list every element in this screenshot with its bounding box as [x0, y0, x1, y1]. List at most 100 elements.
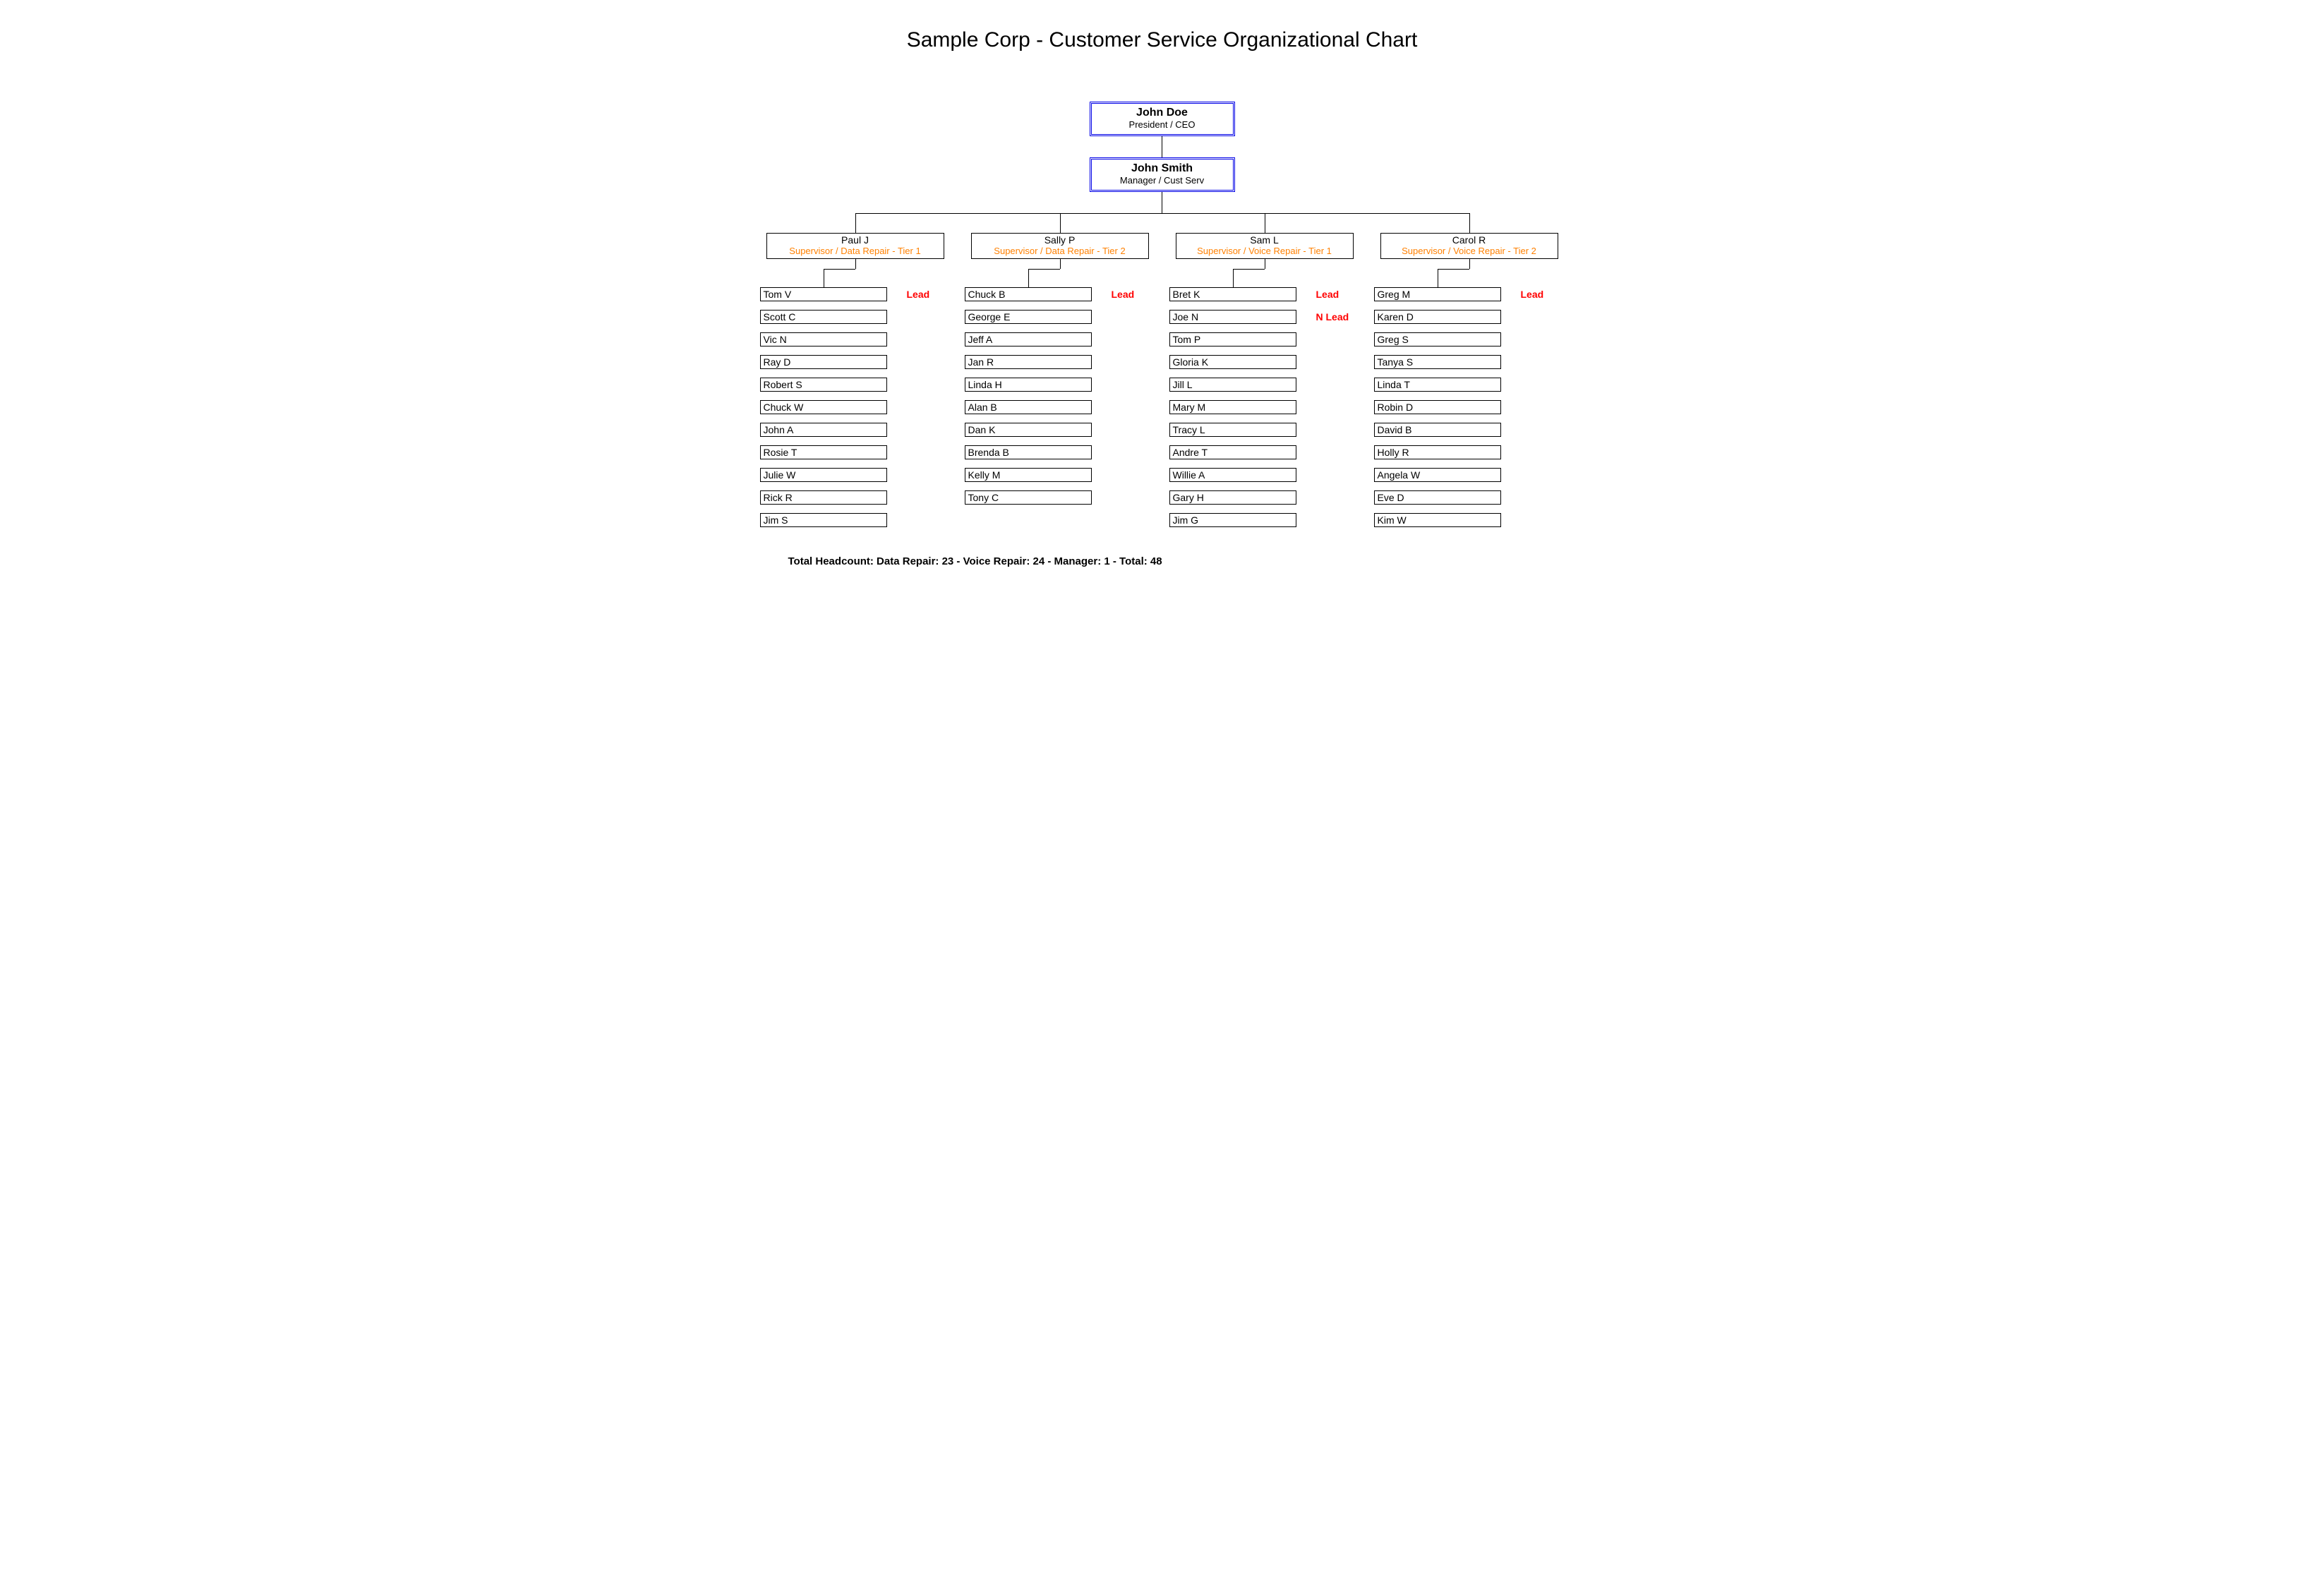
supervisor-name: Paul J: [767, 234, 944, 246]
member-row: Linda T: [1374, 378, 1572, 392]
member-row: Kim W: [1374, 513, 1572, 527]
member-box: Greg M: [1374, 287, 1501, 301]
member-row: John A: [760, 423, 958, 437]
member-box: Eve D: [1374, 490, 1501, 505]
member-row: Rick R: [760, 490, 958, 505]
member-row: Angela W: [1374, 468, 1572, 482]
member-row: Brenda B: [965, 445, 1162, 459]
member-box: Linda T: [1374, 378, 1501, 392]
member-box: Chuck B: [965, 287, 1092, 301]
member-box: Vic N: [760, 332, 887, 346]
member-box: Tony C: [965, 490, 1092, 505]
member-box: Robert S: [760, 378, 887, 392]
member-box: Brenda B: [965, 445, 1092, 459]
member-row: Greg M Lead: [1374, 287, 1572, 301]
supervisor-name: Sally P: [972, 234, 1148, 246]
member-row: Eve D: [1374, 490, 1572, 505]
connector-branch: [972, 259, 1148, 287]
supervisor-role: Supervisor / Voice Repair - Tier 1: [1176, 246, 1353, 256]
member-row: Alan B: [965, 400, 1162, 414]
member-tag: Lead: [1521, 289, 1544, 300]
member-row: Greg S: [1374, 332, 1572, 346]
connector-branch: [767, 259, 944, 287]
member-tag: Lead: [1316, 289, 1339, 300]
member-box: Chuck W: [760, 400, 887, 414]
member-box: Julie W: [760, 468, 887, 482]
supervisor-box: Sam LSupervisor / Voice Repair - Tier 1: [1176, 233, 1354, 259]
member-box: Tracy L: [1169, 423, 1296, 437]
connector-line: [855, 213, 856, 233]
member-box: John A: [760, 423, 887, 437]
member-row: Tom VLead: [760, 287, 958, 301]
connector-branch: [1381, 259, 1558, 287]
connector-line: [855, 213, 1469, 214]
chart-title: Sample Corp - Customer Service Organizat…: [668, 28, 1656, 52]
member-box: Gary H: [1169, 490, 1296, 505]
member-row: Rosie T: [760, 445, 958, 459]
member-row: Chuck B Lead: [965, 287, 1162, 301]
connector-hbar: [753, 213, 1572, 233]
member-box: Angela W: [1374, 468, 1501, 482]
exec-role: President / CEO: [1092, 119, 1233, 130]
members-list: Chuck BLeadGeorge EJeff AJan RLinda HAla…: [965, 287, 1162, 505]
member-box: Jim G: [1169, 513, 1296, 527]
member-row: Scott C: [760, 310, 958, 324]
member-box: Greg S: [1374, 332, 1501, 346]
member-row: Ray D: [760, 355, 958, 369]
connector-line: [1469, 213, 1470, 233]
member-tag: N Lead: [1316, 311, 1349, 323]
member-box: Tom P: [1169, 332, 1296, 346]
member-row: Jan R: [965, 355, 1162, 369]
connector-branch: [1176, 259, 1353, 287]
member-box: Kelly M: [965, 468, 1092, 482]
member-box: Mary M: [1169, 400, 1296, 414]
member-row: Robin D: [1374, 400, 1572, 414]
exec-box-manager: John Smith Manager / Cust Serv: [1090, 157, 1235, 192]
member-row: Tracy L: [1169, 423, 1367, 437]
member-row: Bret KLead: [1169, 287, 1367, 301]
member-row: Tony C: [965, 490, 1162, 505]
supervisor-box: Sally PSupervisor / Data Repair - Tier 2: [971, 233, 1149, 259]
member-box: Joe N: [1169, 310, 1296, 324]
connector-line: [824, 269, 855, 270]
exec-box-ceo: John Doe President / CEO: [1090, 102, 1235, 136]
member-box: Jeff A: [965, 332, 1092, 346]
exec-name: John Smith: [1092, 162, 1233, 175]
member-box: Willie A: [1169, 468, 1296, 482]
member-row: Kelly M: [965, 468, 1162, 482]
supervisor-role: Supervisor / Voice Repair - Tier 2: [1381, 246, 1558, 256]
connector-line: [1060, 213, 1061, 233]
member-row: Vic N: [760, 332, 958, 346]
member-box: Robin D: [1374, 400, 1501, 414]
member-box: Tanya S: [1374, 355, 1501, 369]
member-box: Scott C: [760, 310, 887, 324]
member-box: Andre T: [1169, 445, 1296, 459]
member-row: Mary M: [1169, 400, 1367, 414]
org-column: Carol RSupervisor / Voice Repair - Tier …: [1367, 233, 1572, 527]
connector-line: [1028, 269, 1029, 287]
connector-line: [1233, 269, 1234, 287]
member-box: Dan K: [965, 423, 1092, 437]
member-row: Willie A: [1169, 468, 1367, 482]
exec-name: John Doe: [1092, 107, 1233, 119]
member-tag: Lead: [1112, 289, 1135, 300]
member-row: Jill L: [1169, 378, 1367, 392]
member-row: Tanya S: [1374, 355, 1572, 369]
member-box: Ray D: [760, 355, 887, 369]
connector-line: [855, 259, 856, 269]
member-row: Jeff A: [965, 332, 1162, 346]
member-row: Julie W: [760, 468, 958, 482]
members-list: Bret KLeadJoe NN LeadTom PGloria KJill L…: [1169, 287, 1367, 527]
member-row: Jim S: [760, 513, 958, 527]
member-row: George E: [965, 310, 1162, 324]
org-chart-page: Sample Corp - Customer Service Organizat…: [668, 0, 1656, 610]
supervisor-role: Supervisor / Data Repair - Tier 2: [972, 246, 1148, 256]
member-row: Andre T: [1169, 445, 1367, 459]
member-box: David B: [1374, 423, 1501, 437]
members-list: Greg MLeadKaren DGreg STanya SLinda TRob…: [1374, 287, 1572, 527]
member-box: Rosie T: [760, 445, 887, 459]
member-row: Chuck W: [760, 400, 958, 414]
member-box: Jim S: [760, 513, 887, 527]
connector-line: [1060, 259, 1061, 269]
member-row: Robert S: [760, 378, 958, 392]
